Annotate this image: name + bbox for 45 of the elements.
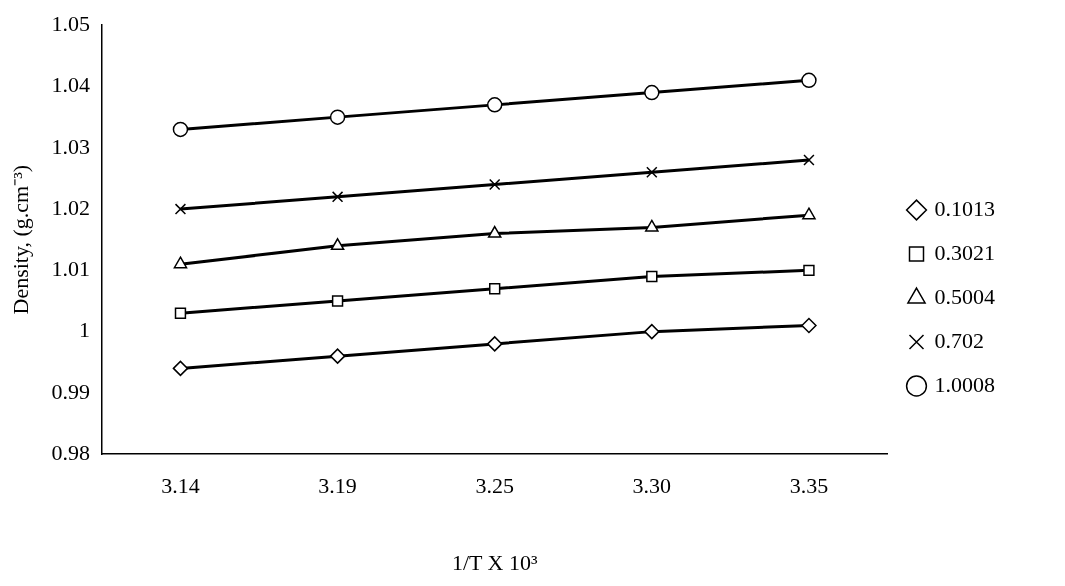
y-tick-label: 1.02 — [51, 194, 90, 220]
legend-label: 0.3021 — [934, 239, 995, 265]
y-tick-label: 1 — [78, 317, 90, 343]
point — [487, 225, 502, 238]
point — [331, 295, 344, 307]
point — [802, 207, 816, 220]
legend-label: 0.5004 — [934, 283, 995, 309]
x-tick-label: 3.14 — [161, 473, 200, 499]
y-tick-label: 1.04 — [51, 72, 90, 98]
point — [489, 178, 501, 191]
point — [174, 203, 187, 215]
point — [489, 283, 501, 295]
x-tick-label: 3.19 — [318, 473, 357, 499]
point — [803, 154, 815, 166]
point — [174, 307, 187, 319]
x-tick-label: 3.30 — [632, 473, 672, 499]
point — [173, 256, 188, 269]
y-tick-label: 1.01 — [51, 256, 90, 282]
point — [486, 336, 503, 352]
legend-label: 0.702 — [934, 327, 984, 353]
point — [803, 264, 815, 277]
point — [329, 109, 346, 125]
legend-label: 0.1013 — [934, 195, 995, 221]
point — [331, 191, 344, 203]
point — [486, 97, 503, 113]
point — [172, 360, 189, 377]
point — [329, 348, 346, 364]
point — [646, 166, 658, 178]
legend-label: 1.0008 — [934, 371, 995, 397]
point — [801, 72, 817, 89]
point — [801, 317, 817, 334]
y-tick-label: 0.98 — [51, 439, 90, 465]
point — [646, 270, 658, 283]
y-tick-label: 1.05 — [51, 10, 90, 36]
point — [644, 323, 660, 340]
y-axis-title: Density, (g.cm⁻³) — [7, 164, 33, 315]
point — [644, 84, 660, 101]
y-tick-label: 1.03 — [51, 133, 90, 159]
y-tick-label: 0.99 — [51, 378, 90, 404]
point — [172, 121, 189, 138]
x-tick-label: 3.35 — [789, 473, 829, 499]
x-axis-title: 1/T X 10³ — [451, 549, 538, 575]
point — [645, 219, 659, 232]
point — [330, 238, 345, 251]
x-tick-label: 3.25 — [475, 473, 514, 499]
